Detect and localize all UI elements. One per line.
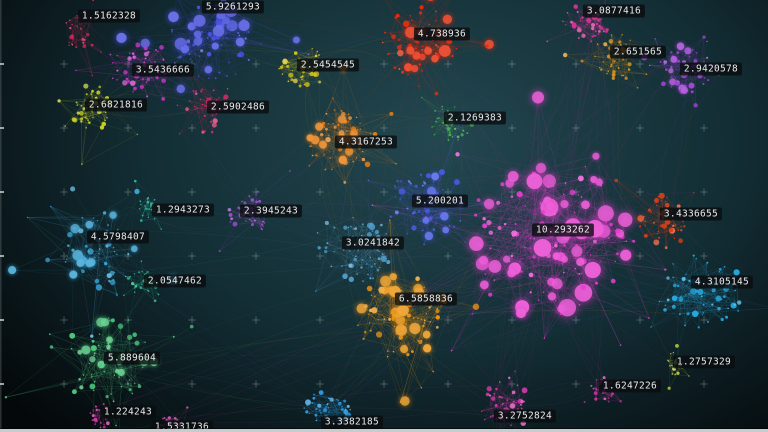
cluster-label[interactable]: 1.5331736 <box>150 420 214 432</box>
window-bottom-edge <box>0 429 768 432</box>
cluster-label[interactable]: 1.5162328 <box>77 9 141 23</box>
cluster-label[interactable]: 2.5454545 <box>296 58 360 72</box>
cluster-label[interactable]: 3.3382185 <box>320 415 384 429</box>
cluster-label[interactable]: 6.5858836 <box>394 292 458 306</box>
cluster-label[interactable]: 2.651565 <box>609 45 667 59</box>
cluster-label[interactable]: 5.200201 <box>411 194 469 208</box>
cluster-label[interactable]: 1.6247226 <box>598 379 662 393</box>
cluster-label[interactable]: 2.6821816 <box>84 98 148 112</box>
cluster-label[interactable]: 1.2943273 <box>151 203 215 217</box>
cluster-label[interactable]: 3.0241842 <box>341 236 405 250</box>
cluster-label[interactable]: 5.9261293 <box>201 0 265 14</box>
cluster-label[interactable]: 4.5798407 <box>86 230 150 244</box>
cluster-label[interactable]: 2.0547462 <box>143 274 207 288</box>
cluster-label[interactable]: 3.5436666 <box>131 63 195 77</box>
cluster-label[interactable]: 2.3945243 <box>239 204 303 218</box>
cluster-label[interactable]: 2.5902486 <box>206 100 270 114</box>
cluster-label[interactable]: 2.9420578 <box>679 62 743 76</box>
cluster-label[interactable]: 1.224243 <box>99 405 157 419</box>
cluster-label[interactable]: 3.2752824 <box>493 409 557 423</box>
cluster-label[interactable]: 10.293262 <box>531 223 595 237</box>
cluster-label[interactable]: 3.4336655 <box>659 207 723 221</box>
cluster-label[interactable]: 3.0877416 <box>582 4 646 18</box>
cluster-label[interactable]: 2.1269383 <box>443 111 507 125</box>
cluster-label[interactable]: 4.738936 <box>413 27 471 41</box>
cluster-label[interactable]: 4.3105145 <box>690 275 754 289</box>
cluster-label[interactable]: 5.889604 <box>103 351 161 365</box>
cluster-label[interactable]: 4.3167253 <box>334 135 398 149</box>
cluster-label[interactable]: 1.2757329 <box>672 355 736 369</box>
